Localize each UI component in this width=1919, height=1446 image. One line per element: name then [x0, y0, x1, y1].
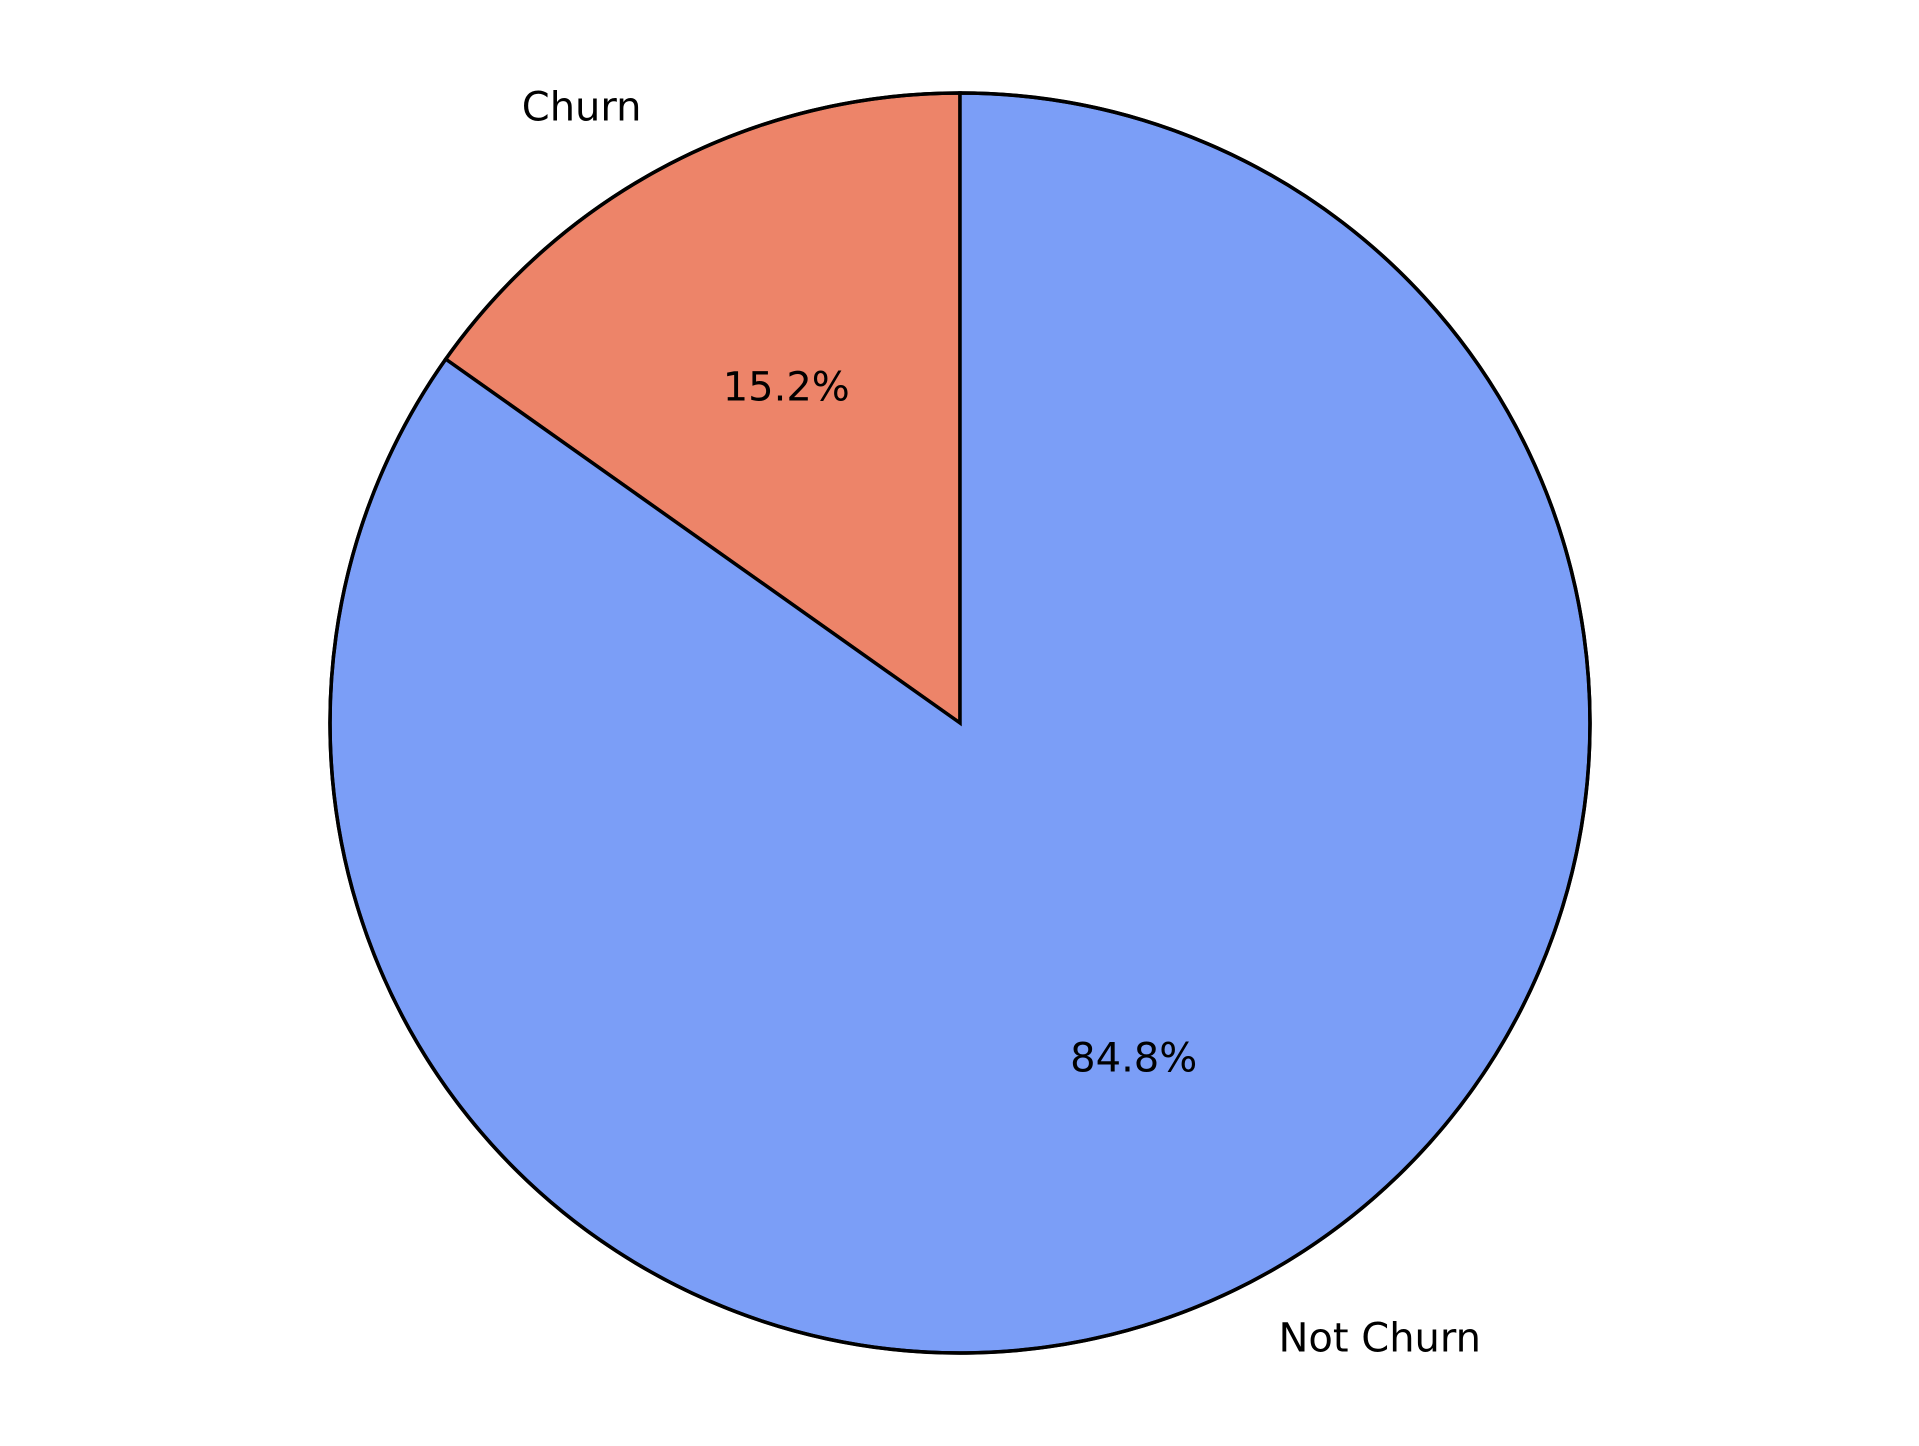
pie-labels: 15.2% Churn 84.8% Not Churn	[522, 85, 1481, 1362]
pct-label-churn: 15.2%	[723, 364, 850, 410]
slice-label-churn: Churn	[522, 85, 642, 131]
slice-label-not-churn: Not Churn	[1278, 1315, 1481, 1361]
pie-slices	[328, 91, 1592, 1355]
pct-label-not-churn: 84.8%	[1070, 1036, 1197, 1082]
pie-outline	[328, 91, 1592, 1355]
